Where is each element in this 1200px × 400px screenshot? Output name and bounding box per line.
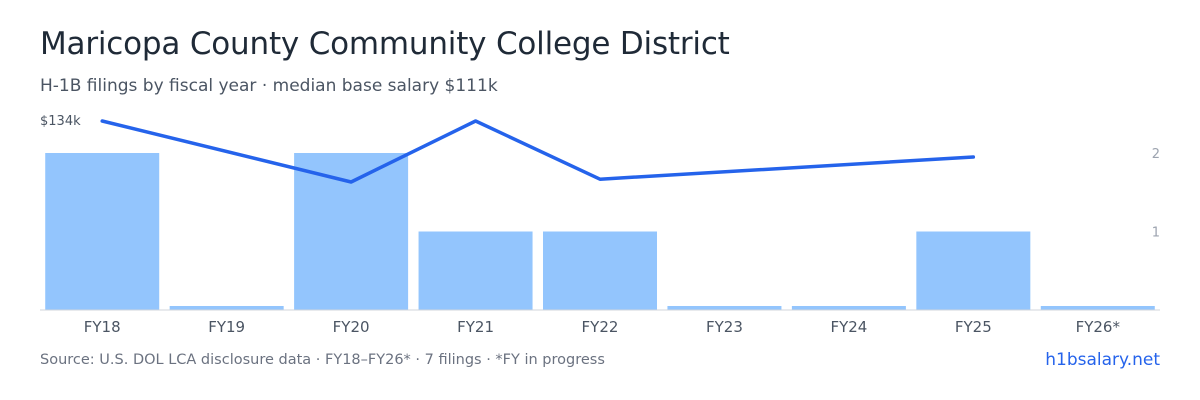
bar-fy19 <box>169 306 284 310</box>
right-axis-tick-label: 2 <box>1152 147 1160 162</box>
right-axis-tick-label: 1 <box>1152 226 1160 241</box>
bar-fy24 <box>791 306 906 310</box>
bar-fy22 <box>543 231 657 310</box>
left-axis-tick-label: $134k <box>40 114 81 129</box>
x-tick-label: FY23 <box>706 318 743 336</box>
x-tick-label: FY26* <box>1076 318 1121 336</box>
chart-subtitle: H-1B filings by fiscal year · median bas… <box>40 76 498 96</box>
chart-title: Maricopa County Community College Distri… <box>40 26 730 62</box>
site-link[interactable]: h1bsalary.net <box>1045 350 1160 370</box>
bar-fy20 <box>294 153 409 310</box>
x-tick-label: FY22 <box>582 318 619 336</box>
bar-fy25 <box>916 231 1031 310</box>
x-tick-label: FY18 <box>84 318 121 336</box>
bar-fy18 <box>45 153 160 310</box>
median-salary-line <box>100 119 976 184</box>
x-tick-label: FY19 <box>208 318 245 336</box>
bar-fy21 <box>418 231 533 310</box>
source-note: Source: U.S. DOL LCA disclosure data · F… <box>40 352 605 368</box>
x-tick-label: FY25 <box>955 318 992 336</box>
bar-fy23 <box>667 306 782 310</box>
x-tick-label: FY20 <box>333 318 370 336</box>
bar-fy26-star <box>1040 306 1155 310</box>
x-tick-label: FY24 <box>830 318 867 336</box>
x-tick-label: FY21 <box>457 318 494 336</box>
